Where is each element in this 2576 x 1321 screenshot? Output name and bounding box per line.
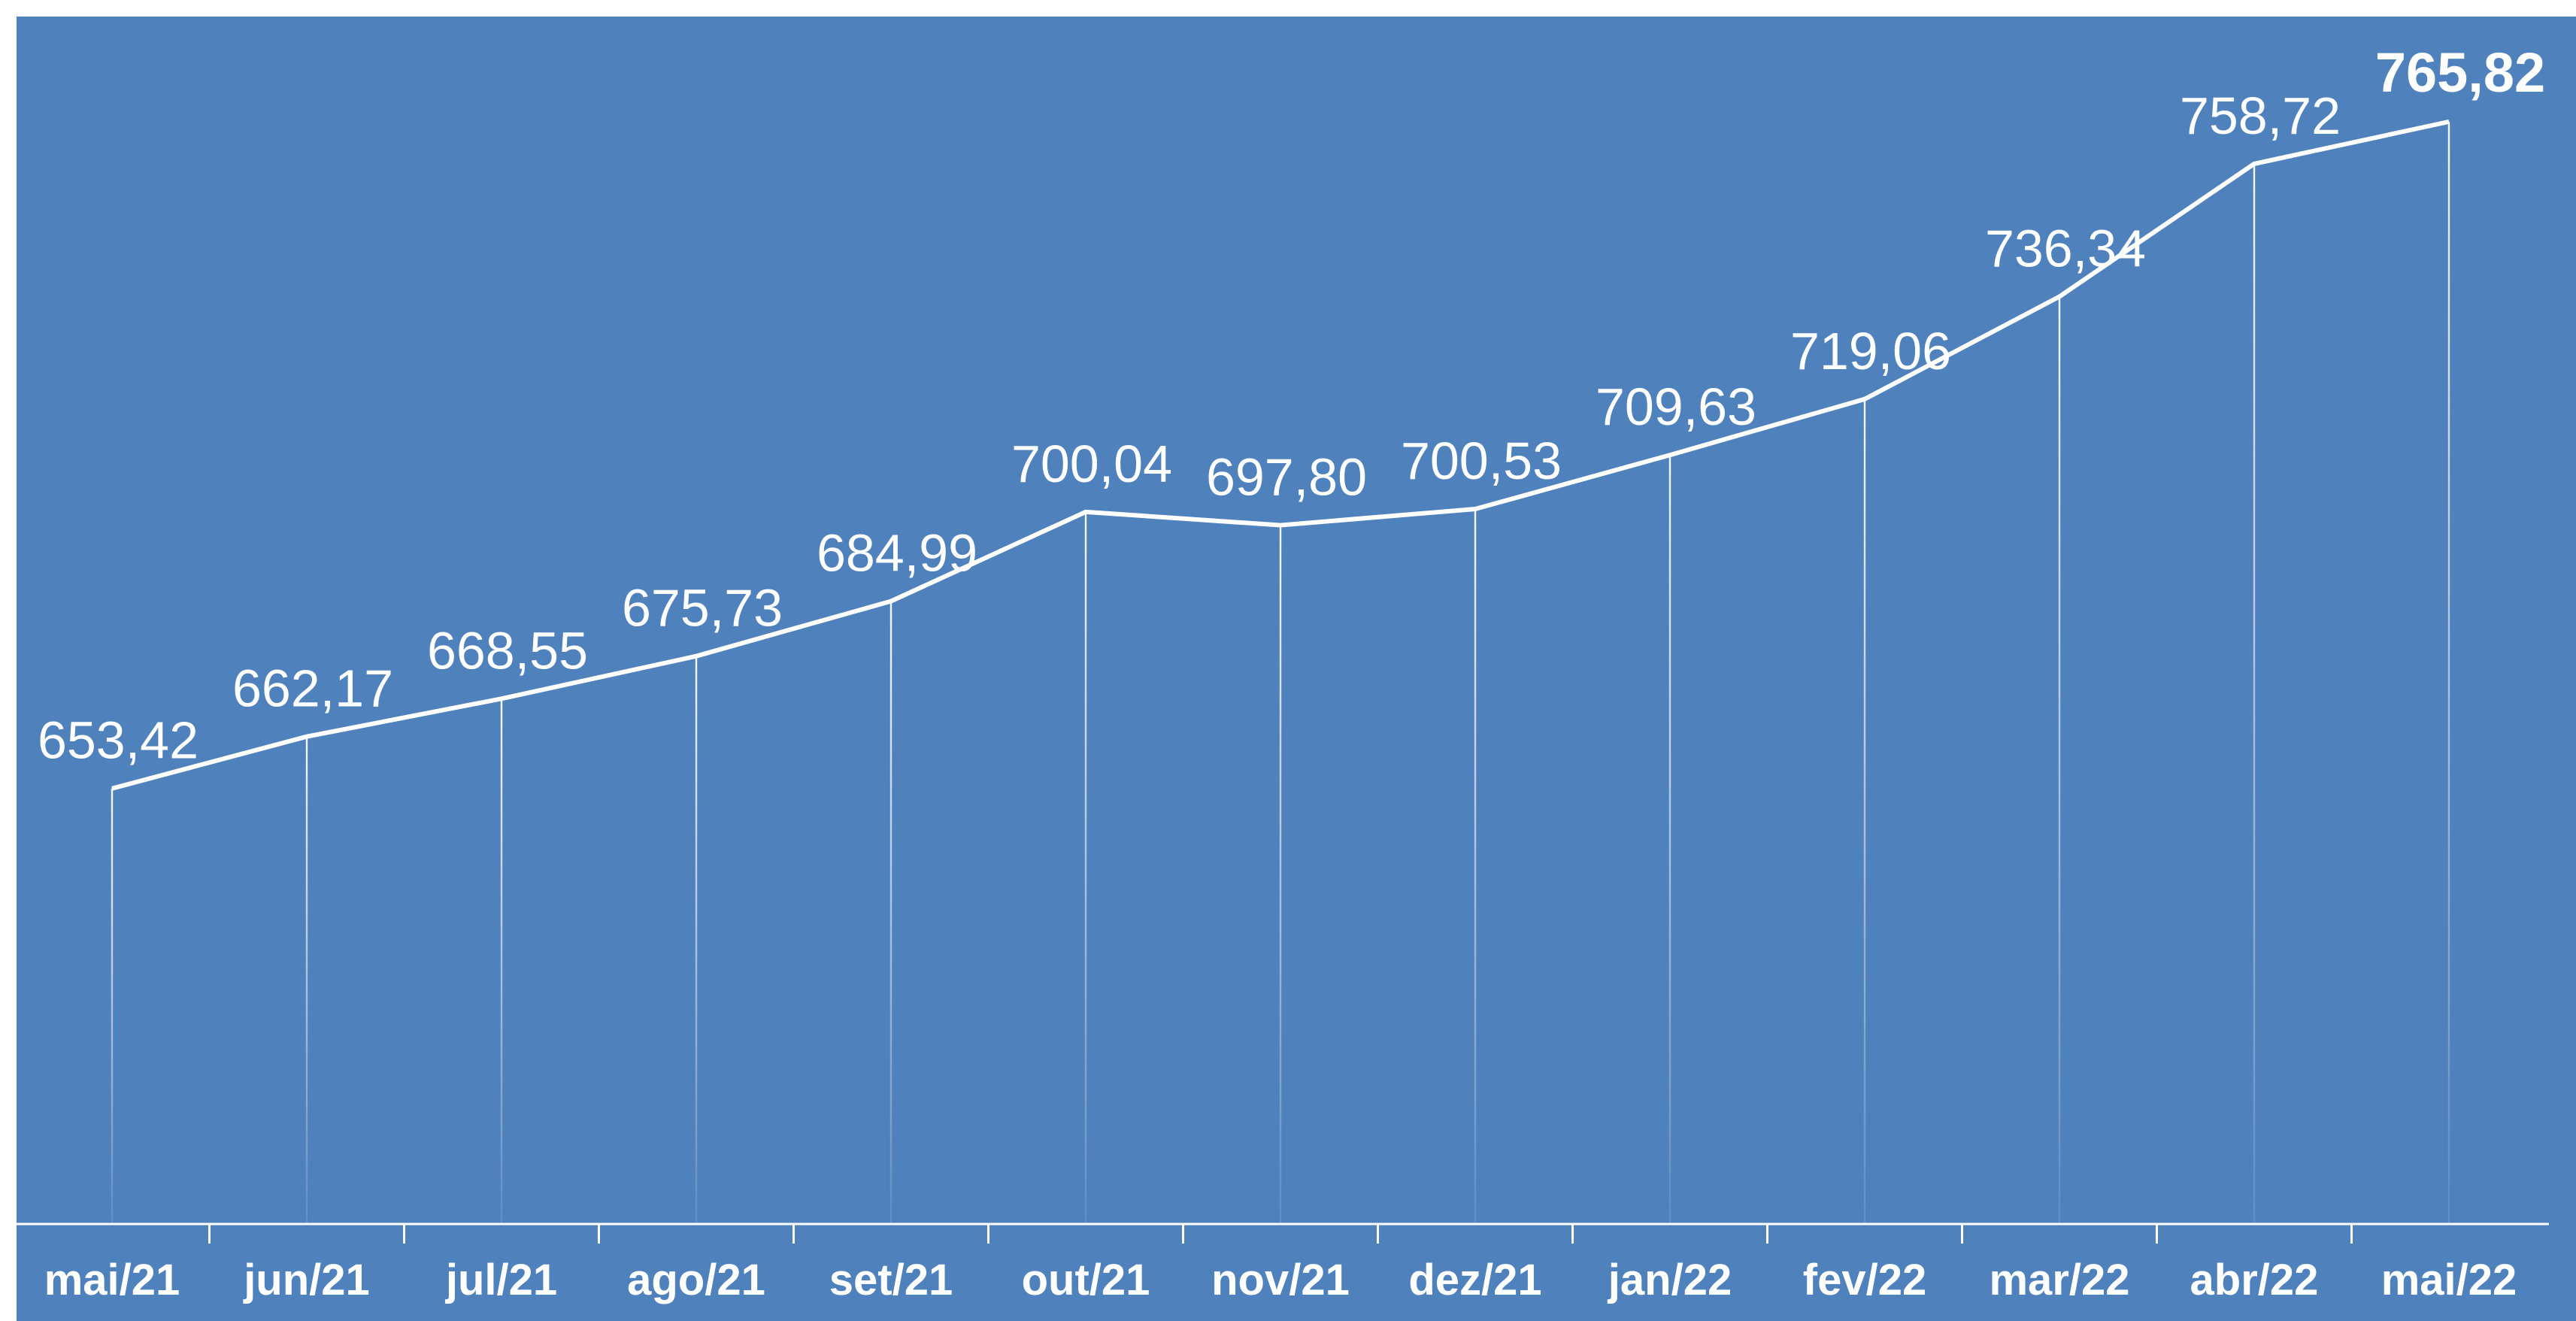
x-tick-label: abr/22	[2190, 1256, 2319, 1304]
data-label: 653,42	[38, 711, 199, 770]
drop-line	[2058, 296, 2061, 1224]
x-tick-label: ago/21	[627, 1256, 765, 1304]
x-tick-label: mai/21	[44, 1256, 180, 1304]
x-tick-label: out/21	[1022, 1256, 1150, 1304]
x-tick-label: dez/21	[1408, 1256, 1541, 1304]
data-label: 709,63	[1596, 377, 1756, 436]
data-label: 668,55	[427, 621, 588, 680]
line	[111, 119, 2450, 791]
data-label: 765,82	[2375, 41, 2545, 104]
drop-line	[1668, 455, 1671, 1224]
data-label: 700,53	[1401, 432, 1562, 490]
x-tick-label: set/21	[829, 1256, 953, 1304]
drop-line	[889, 601, 893, 1224]
drop-line	[111, 788, 114, 1224]
drop-line	[305, 736, 308, 1224]
x-tick-label: mar/22	[1989, 1256, 2129, 1304]
data-label: 662,17	[232, 659, 393, 718]
drop-line	[1084, 511, 1087, 1224]
plot-background	[17, 17, 2576, 1321]
x-tick-label: jul/21	[445, 1256, 557, 1304]
drop-line	[1279, 525, 1282, 1224]
drop-line	[500, 698, 503, 1224]
x-tick-label: jan/22	[1608, 1256, 1732, 1304]
data-label: 684,99	[817, 524, 977, 583]
drop-line	[695, 656, 698, 1224]
data-label: 758,72	[2180, 86, 2341, 145]
x-tick-label: jun/21	[243, 1256, 370, 1304]
data-label: 675,73	[622, 579, 783, 638]
drop-line	[2253, 163, 2256, 1225]
data-label: 697,80	[1206, 448, 1367, 507]
data-label: 736,34	[1985, 219, 2146, 277]
data-label: 719,06	[1790, 322, 1951, 380]
drop-line	[1474, 509, 1477, 1224]
data-label: 700,04	[1011, 435, 1172, 493]
x-tick-label: mai/22	[2381, 1256, 2517, 1304]
x-tick-label: nov/21	[1211, 1256, 1350, 1304]
x-tick-label: fev/22	[1803, 1256, 1926, 1304]
drop-line	[1863, 398, 1866, 1224]
drop-line	[2447, 121, 2450, 1224]
